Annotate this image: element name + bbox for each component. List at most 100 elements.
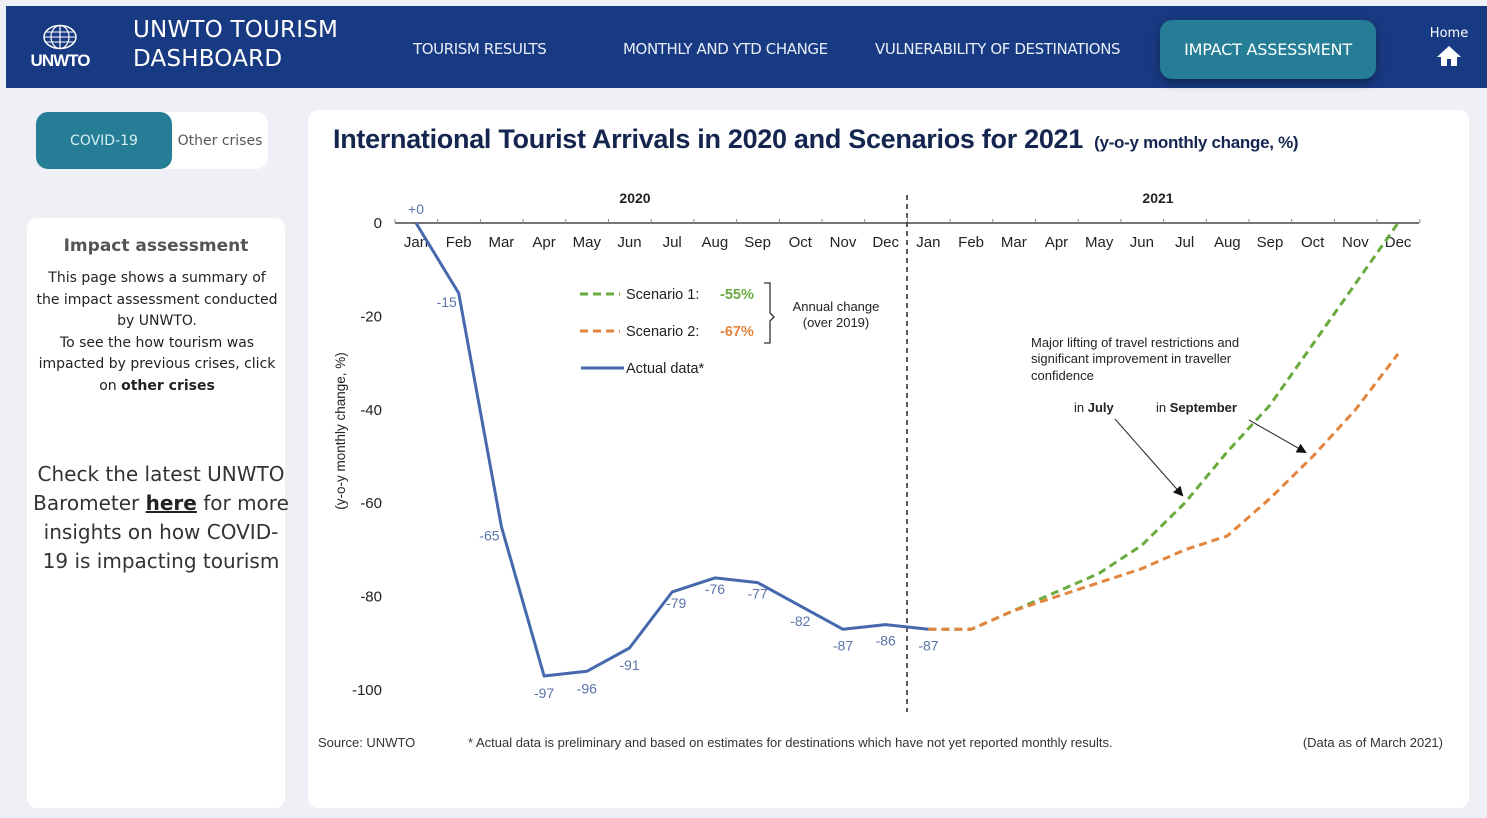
app-title: UNWTO TOURISM DASHBOARD [133, 16, 338, 74]
annotation-line1: Major lifting of travel restrictions and [1031, 335, 1239, 350]
data-label-actual: -96 [577, 680, 597, 696]
app-title-line1: UNWTO TOURISM [133, 17, 339, 43]
x-tick-label: Nov [830, 234, 857, 251]
nav-monthly-ytd-change[interactable]: MONTHLY AND YTD CHANGE [623, 40, 828, 58]
legend-bracket-line1: Annual change [793, 299, 880, 314]
annotation-sept-bold: September [1170, 400, 1237, 415]
x-tick-label: Dec [1385, 234, 1412, 251]
x-tick-label: Oct [1301, 234, 1325, 251]
data-label-actual: -97 [534, 685, 554, 701]
series-scenario1-line [928, 222, 1400, 631]
x-tick-label: Oct [789, 234, 813, 251]
home-button[interactable]: Home [1424, 26, 1474, 67]
chart-subtitle: (y-o-y monthly change, %) [1094, 133, 1299, 152]
data-label-actual: -87 [918, 637, 938, 653]
line-chart: (y-o-y monthly change, %) 2020 2021 Jan F… [318, 190, 1443, 750]
x-tick-label: Apr [1045, 234, 1068, 251]
x-tick-label: Jan [404, 234, 428, 251]
x-tick-label: Jun [1130, 234, 1154, 251]
annotation: Major lifting of travel restrictions and… [1031, 335, 1307, 497]
info-desc-text2: To see the how tourism was impacted by p… [38, 334, 276, 394]
footer-note: * Actual data is preliminary and based o… [468, 735, 1113, 750]
y-tick-label: 0 [374, 215, 382, 232]
barometer-here-link[interactable]: here [145, 491, 197, 515]
home-icon [1437, 46, 1461, 66]
x-tick-label: Apr [532, 234, 555, 251]
globe-icon [43, 24, 77, 50]
x-tick-label: Aug [1214, 234, 1241, 251]
info-description: This page shows a summary of the impact … [35, 268, 279, 397]
x-tick-label: Feb [446, 234, 472, 251]
legend-value-scenario2: -67% [720, 324, 754, 340]
x-tick-label: Jan [916, 234, 940, 251]
data-label-actual: -79 [666, 595, 686, 611]
series-actual-line [414, 222, 929, 678]
barometer-text2: for more insights on how COVID-19 is imp… [42, 491, 289, 573]
annotation-sept-prefix: in [1156, 400, 1170, 415]
footer-source: Source: UNWTO [318, 735, 415, 750]
nav-tourism-results[interactable]: TOURISM RESULTS [413, 40, 547, 58]
x-tick-label: May [1085, 234, 1114, 251]
legend-label-actual: Actual data* [626, 361, 705, 377]
data-label-actual: -76 [705, 581, 725, 597]
x-tick-label: Dec [872, 234, 899, 251]
info-desc-text1: This page shows a summary of the impact … [36, 270, 278, 329]
toggle-other-crises[interactable]: Other crises [177, 132, 263, 149]
top-header: UNWTO UNWTO TOURISM DASHBOARD TOURISM RE… [6, 6, 1487, 88]
x-tick-label: Sep [1257, 234, 1284, 251]
annotation-line2: significant improvement in traveller [1031, 351, 1232, 366]
x-tick-label: May [573, 234, 602, 251]
data-label-actual: -82 [790, 613, 810, 629]
annotation-line3: confidence [1031, 368, 1094, 383]
legend: Scenario 1: -55% Scenario 2: -67% Actual… [580, 282, 880, 377]
legend-bracket [764, 282, 775, 344]
annotation-july: in July [1074, 400, 1115, 415]
data-label-actual: -77 [747, 586, 767, 602]
nav-impact-assessment[interactable]: IMPACT ASSESSMENT [1160, 20, 1376, 79]
x-tick-label: Jul [1175, 234, 1194, 251]
home-label: Home [1429, 26, 1469, 41]
legend-label-scenario1: Scenario 1: [626, 287, 699, 303]
data-label-actual: -87 [833, 637, 853, 653]
barometer-text1: Check the latest UNWTO Barometer [33, 462, 285, 515]
x-tick-label: Mar [488, 234, 514, 251]
x-tick-label: Jun [617, 234, 641, 251]
data-label-actual: -86 [876, 633, 896, 649]
chart-card: International Tourist Arrivals in 2020 a… [308, 110, 1469, 808]
y-tick-label: -100 [352, 682, 382, 699]
x-tick-label: Mar [1001, 234, 1027, 251]
x-tick-label: Feb [958, 234, 984, 251]
crisis-toggle: COVID-19 Other crises [36, 112, 268, 169]
y-tick-label: -60 [360, 495, 382, 512]
data-label-actual: -65 [479, 528, 499, 544]
logo-text: UNWTO [30, 51, 91, 70]
other-crises-link[interactable]: other crises [121, 377, 215, 394]
annotation-arrow-september [1248, 419, 1307, 453]
y-tick-label: -20 [360, 308, 382, 325]
chart-title: International Tourist Arrivals in 2020 a… [333, 124, 1299, 155]
data-label-actual: -15 [437, 294, 457, 310]
chart-title-text: International Tourist Arrivals in 2020 a… [333, 124, 1083, 154]
x-tick-label: Aug [702, 234, 729, 251]
year-label-2020: 2020 [619, 190, 650, 206]
app-title-line2: DASHBOARD [133, 46, 283, 72]
unwto-logo[interactable]: UNWTO [30, 24, 90, 78]
barometer-text: Check the latest UNWTO Barometer here fo… [33, 460, 289, 576]
y-tick-label: -80 [360, 589, 382, 606]
legend-bracket-line2: (over 2019) [803, 315, 869, 330]
y-tick-label: -40 [360, 402, 382, 419]
nav-vulnerability-of-destinations[interactable]: VULNERABILITY OF DESTINATIONS [875, 40, 1121, 58]
year-label-2021: 2021 [1142, 190, 1173, 206]
info-heading: Impact assessment [63, 236, 249, 256]
info-card: Impact assessment This page shows a summ… [27, 218, 289, 808]
annotation-july-prefix: in [1074, 400, 1088, 415]
legend-label-scenario2: Scenario 2: [626, 324, 699, 340]
x-tick-label: Nov [1342, 234, 1369, 251]
y-axis-label: (y-o-y monthly change, %) [333, 352, 348, 510]
data-label-actual: +0 [408, 201, 424, 217]
data-label-actual: -91 [619, 657, 639, 673]
toggle-covid19[interactable]: COVID-19 [36, 112, 172, 169]
footer-date: (Data as of March 2021) [1303, 735, 1443, 750]
x-tick-label: Sep [744, 234, 771, 251]
annotation-september: in September [1156, 400, 1237, 415]
